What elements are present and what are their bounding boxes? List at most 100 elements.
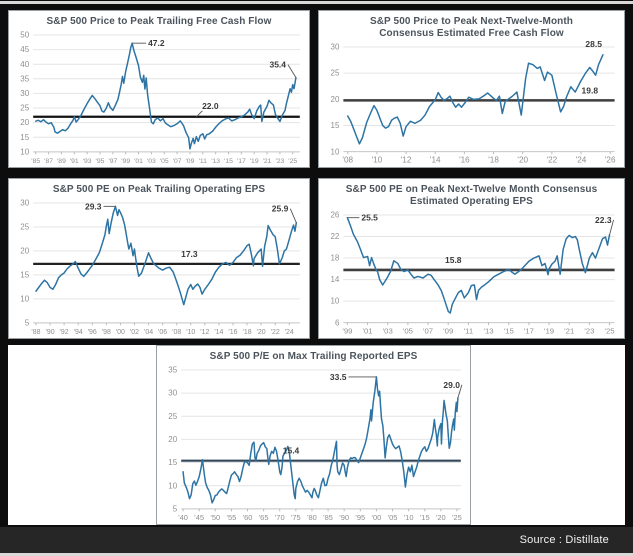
svg-text:'16: '16 bbox=[228, 329, 237, 336]
svg-text:'10: '10 bbox=[372, 156, 383, 165]
svg-text:14: 14 bbox=[331, 276, 340, 285]
svg-text:25: 25 bbox=[331, 69, 340, 78]
svg-text:35: 35 bbox=[168, 366, 177, 375]
svg-text:'20: '20 bbox=[517, 156, 528, 165]
svg-text:'12: '12 bbox=[200, 329, 209, 336]
svg-text:5: 5 bbox=[173, 505, 178, 514]
svg-text:'25: '25 bbox=[604, 327, 614, 336]
svg-text:'21: '21 bbox=[564, 327, 574, 336]
svg-text:'01: '01 bbox=[134, 158, 143, 165]
svg-text:'19: '19 bbox=[250, 158, 259, 165]
svg-text:29.3: 29.3 bbox=[85, 202, 102, 212]
svg-text:'01: '01 bbox=[363, 327, 373, 336]
svg-text:'04: '04 bbox=[144, 329, 153, 336]
svg-text:'17: '17 bbox=[237, 158, 246, 165]
svg-text:'14: '14 bbox=[214, 329, 223, 336]
svg-text:'15: '15 bbox=[420, 513, 430, 522]
svg-text:6: 6 bbox=[335, 319, 340, 328]
svg-text:'02: '02 bbox=[130, 329, 139, 336]
chart-title: S&P 500 Price to Peak Trailing Free Cash… bbox=[46, 16, 272, 27]
chart-title: S&P 500 P/E on Max Trailing Reported EPS bbox=[209, 351, 418, 362]
svg-text:'95: '95 bbox=[355, 513, 365, 522]
svg-text:35: 35 bbox=[20, 75, 29, 84]
chart-canvas: 6 10 14 18 22 26 '99 '01 '03 '05 '07 '09 '11 '13 '15 '1… bbox=[331, 211, 615, 336]
svg-text:'50: '50 bbox=[210, 513, 220, 522]
svg-text:'85: '85 bbox=[323, 513, 333, 522]
svg-text:'25: '25 bbox=[452, 513, 462, 522]
svg-text:'88: '88 bbox=[31, 329, 40, 336]
svg-text:'17: '17 bbox=[524, 327, 534, 336]
svg-text:18: 18 bbox=[331, 254, 340, 263]
svg-text:'09: '09 bbox=[443, 327, 453, 336]
svg-text:'25: '25 bbox=[288, 158, 297, 165]
svg-text:'15: '15 bbox=[224, 158, 233, 165]
svg-text:'65: '65 bbox=[259, 513, 269, 522]
svg-text:'10: '10 bbox=[404, 513, 414, 522]
chart-panel-pe-peak-trailing-operating-eps: S&P 500 PE on Peak Trailing Operating EP… bbox=[8, 178, 310, 339]
svg-text:20: 20 bbox=[20, 118, 29, 127]
svg-text:15: 15 bbox=[168, 458, 177, 467]
svg-text:28.5: 28.5 bbox=[585, 40, 602, 49]
svg-text:10: 10 bbox=[20, 295, 29, 304]
svg-text:'18: '18 bbox=[488, 156, 499, 165]
svg-text:'20: '20 bbox=[436, 513, 446, 522]
svg-text:'12: '12 bbox=[401, 156, 412, 165]
chart-canvas: 5 10 15 20 25 30 '88 '90 '92 '94 '96 '98 '00 '02 '04 '0… bbox=[20, 199, 300, 336]
svg-text:'08: '08 bbox=[172, 329, 181, 336]
svg-text:'09: '09 bbox=[186, 158, 195, 165]
svg-text:'93: '93 bbox=[83, 158, 92, 165]
svg-text:'07: '07 bbox=[173, 158, 182, 165]
svg-text:25.5: 25.5 bbox=[361, 213, 378, 223]
chart-title: S&P 500 PE on Peak Next-Twelve Month Con… bbox=[345, 184, 598, 208]
svg-text:'87: '87 bbox=[44, 158, 53, 165]
svg-text:'91: '91 bbox=[70, 158, 79, 165]
svg-text:25: 25 bbox=[20, 104, 29, 113]
svg-text:29.0: 29.0 bbox=[443, 380, 460, 390]
chart-panel-pe-peak-ntm-operating-eps: S&P 500 PE on Peak Next-Twelve Month Con… bbox=[318, 178, 625, 339]
svg-text:'85: '85 bbox=[31, 158, 40, 165]
top-border-divider bbox=[0, 1, 633, 4]
chart-panel-price-to-peak-ntm-fcf: S&P 500 Price to Peak Next-Twelve-Month … bbox=[318, 10, 625, 168]
svg-text:30: 30 bbox=[20, 199, 29, 208]
svg-text:20: 20 bbox=[20, 247, 29, 256]
svg-text:15: 15 bbox=[331, 121, 340, 130]
svg-text:25: 25 bbox=[168, 412, 177, 421]
svg-text:22.3: 22.3 bbox=[595, 215, 612, 225]
source-badge: Source : Distillate bbox=[0, 527, 633, 553]
chart-canvas: 5 10 15 20 25 30 35 '40 '45 '50 '55 '60 '65 '70 '75 '80… bbox=[168, 366, 463, 522]
svg-text:'13: '13 bbox=[483, 327, 493, 336]
svg-text:'99: '99 bbox=[342, 327, 352, 336]
svg-text:19.8: 19.8 bbox=[582, 86, 599, 96]
svg-text:'26: '26 bbox=[605, 156, 616, 165]
svg-text:'14: '14 bbox=[430, 156, 441, 165]
chart-canvas: 10 15 20 25 30 35 40 45 50 '85 '87 '89 '91 '93 '95'97 '… bbox=[20, 31, 300, 165]
svg-text:50: 50 bbox=[20, 31, 29, 40]
svg-text:'06: '06 bbox=[158, 329, 167, 336]
svg-text:'80: '80 bbox=[307, 513, 317, 522]
svg-text:'21: '21 bbox=[263, 158, 272, 165]
chart-panel-pe-max-trailing-reported-eps: S&P 500 P/E on Max Trailing Reported EPS… bbox=[156, 345, 471, 525]
svg-text:'99: '99 bbox=[121, 158, 130, 165]
svg-text:'95: '95 bbox=[96, 158, 105, 165]
svg-text:'60: '60 bbox=[243, 513, 253, 522]
svg-text:10: 10 bbox=[331, 148, 340, 157]
svg-text:'75: '75 bbox=[291, 513, 301, 522]
svg-text:'08: '08 bbox=[342, 156, 353, 165]
svg-text:'22: '22 bbox=[547, 156, 558, 165]
svg-text:'11: '11 bbox=[199, 158, 208, 165]
svg-text:17.3: 17.3 bbox=[181, 249, 198, 259]
svg-text:15.4: 15.4 bbox=[283, 446, 300, 456]
svg-text:'55: '55 bbox=[227, 513, 237, 522]
svg-text:30: 30 bbox=[331, 43, 340, 52]
svg-text:'24: '24 bbox=[576, 156, 587, 165]
svg-text:10: 10 bbox=[20, 148, 29, 157]
svg-text:'94: '94 bbox=[74, 329, 83, 336]
svg-text:26: 26 bbox=[331, 211, 340, 220]
svg-text:20: 20 bbox=[331, 95, 340, 104]
svg-text:15.8: 15.8 bbox=[445, 255, 462, 265]
svg-text:'19: '19 bbox=[544, 327, 554, 336]
svg-text:'40: '40 bbox=[178, 513, 188, 522]
svg-text:35.4: 35.4 bbox=[269, 60, 286, 70]
svg-text:'96: '96 bbox=[88, 329, 97, 336]
